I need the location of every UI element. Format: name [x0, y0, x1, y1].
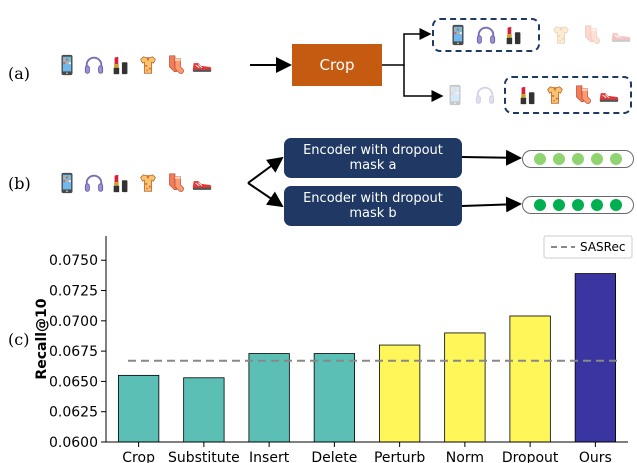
arrow-to-encoder-a — [247, 156, 284, 184]
arrow-to-encoder-b — [247, 182, 284, 208]
crop-view-1 — [432, 18, 632, 52]
y-tick-label: 0.0750 — [49, 253, 98, 269]
y-axis-label: Recall@10 — [34, 298, 50, 379]
y-tick-label: 0.0625 — [49, 405, 98, 421]
arrow-crop-view-1 — [382, 28, 432, 66]
x-tick-label-perturb: Perturb — [374, 450, 425, 463]
y-tick-label: 0.0725 — [49, 284, 98, 300]
crop-window-1 — [432, 18, 540, 52]
legend-box — [543, 235, 633, 259]
legend-entry-sasrec: SASRec — [580, 240, 625, 254]
crop-box: Crop — [292, 44, 382, 86]
x-tick-label-substitute: Substitute — [168, 450, 240, 463]
crop-view-2 — [444, 76, 632, 114]
crop-window-2 — [504, 76, 632, 114]
diagram-arrows — [247, 28, 522, 213]
bar-substitute — [183, 377, 225, 443]
x-tick-label-norm: Norm — [446, 450, 484, 463]
recall-bar-chart: 0.0600 0.0625 0.0650 0.0675 0.0700 0.0725 0.07… — [34, 235, 633, 463]
x-tick-label-crop: Crop — [122, 450, 155, 463]
embedding-b-dot — [591, 199, 603, 211]
bar-delete — [313, 353, 356, 443]
x-tick-label-dropout: Dropout — [502, 450, 559, 463]
bar-insert — [248, 353, 290, 443]
y-tick-label: 0.0675 — [49, 344, 98, 360]
arrow-to-embedding-b — [461, 196, 522, 213]
bar-ours — [574, 273, 617, 443]
legend: SASRec — [543, 235, 633, 259]
y-tick-label: 0.0600 — [49, 435, 98, 451]
embedding-a-dot — [534, 153, 546, 165]
x-tick-label-ours: Ours — [579, 450, 612, 463]
x-tick-label-insert: Insert — [249, 450, 290, 463]
panel-b-label: (b) — [8, 174, 31, 193]
bar-perturb — [378, 344, 421, 443]
encoder-b-box: Encoder with dropout mask b — [284, 186, 462, 226]
panel-c-label: (c) — [8, 330, 30, 349]
arrow-crop-view-2 — [403, 65, 444, 102]
bar-norm — [444, 332, 486, 443]
bar-crop — [117, 374, 160, 443]
embedding-a-dot — [610, 153, 622, 165]
embedding-b — [522, 196, 634, 214]
embedding-a-dot — [572, 153, 584, 165]
y-axis-ticks: 0.0600 0.0625 0.0650 0.0675 0.0700 0.0725 0.07… — [49, 253, 106, 451]
panel-a-label: (a) — [8, 64, 31, 83]
embedding-a-dot — [553, 153, 565, 165]
y-tick-label: 0.0700 — [49, 314, 98, 330]
embedding-b-dot — [534, 199, 546, 211]
embedding-a-dot — [591, 153, 603, 165]
arrow-to-embedding-a — [461, 149, 522, 166]
embedding-b-dot — [610, 199, 622, 211]
bar-dropout — [509, 315, 551, 443]
x-axis-ticks: Crop Substitute Insert Delete Perturb Norm Dro… — [122, 442, 612, 463]
x-tick-label-delete: Delete — [311, 450, 357, 463]
y-tick-label: 0.0650 — [49, 374, 98, 390]
bars — [117, 273, 617, 443]
embedding-a — [522, 150, 634, 168]
encoder-a-box: Encoder with dropout mask a — [284, 138, 462, 178]
embedding-b-dot — [553, 199, 565, 211]
embedding-b-dot — [572, 199, 584, 211]
